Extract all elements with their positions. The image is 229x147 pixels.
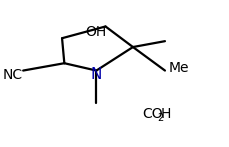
Text: OH: OH — [86, 25, 107, 39]
Text: NC: NC — [3, 68, 23, 82]
Text: N: N — [91, 67, 102, 82]
Text: H: H — [161, 107, 172, 121]
Text: Me: Me — [168, 61, 189, 75]
Text: CO: CO — [142, 107, 163, 121]
Text: 2: 2 — [157, 113, 163, 123]
